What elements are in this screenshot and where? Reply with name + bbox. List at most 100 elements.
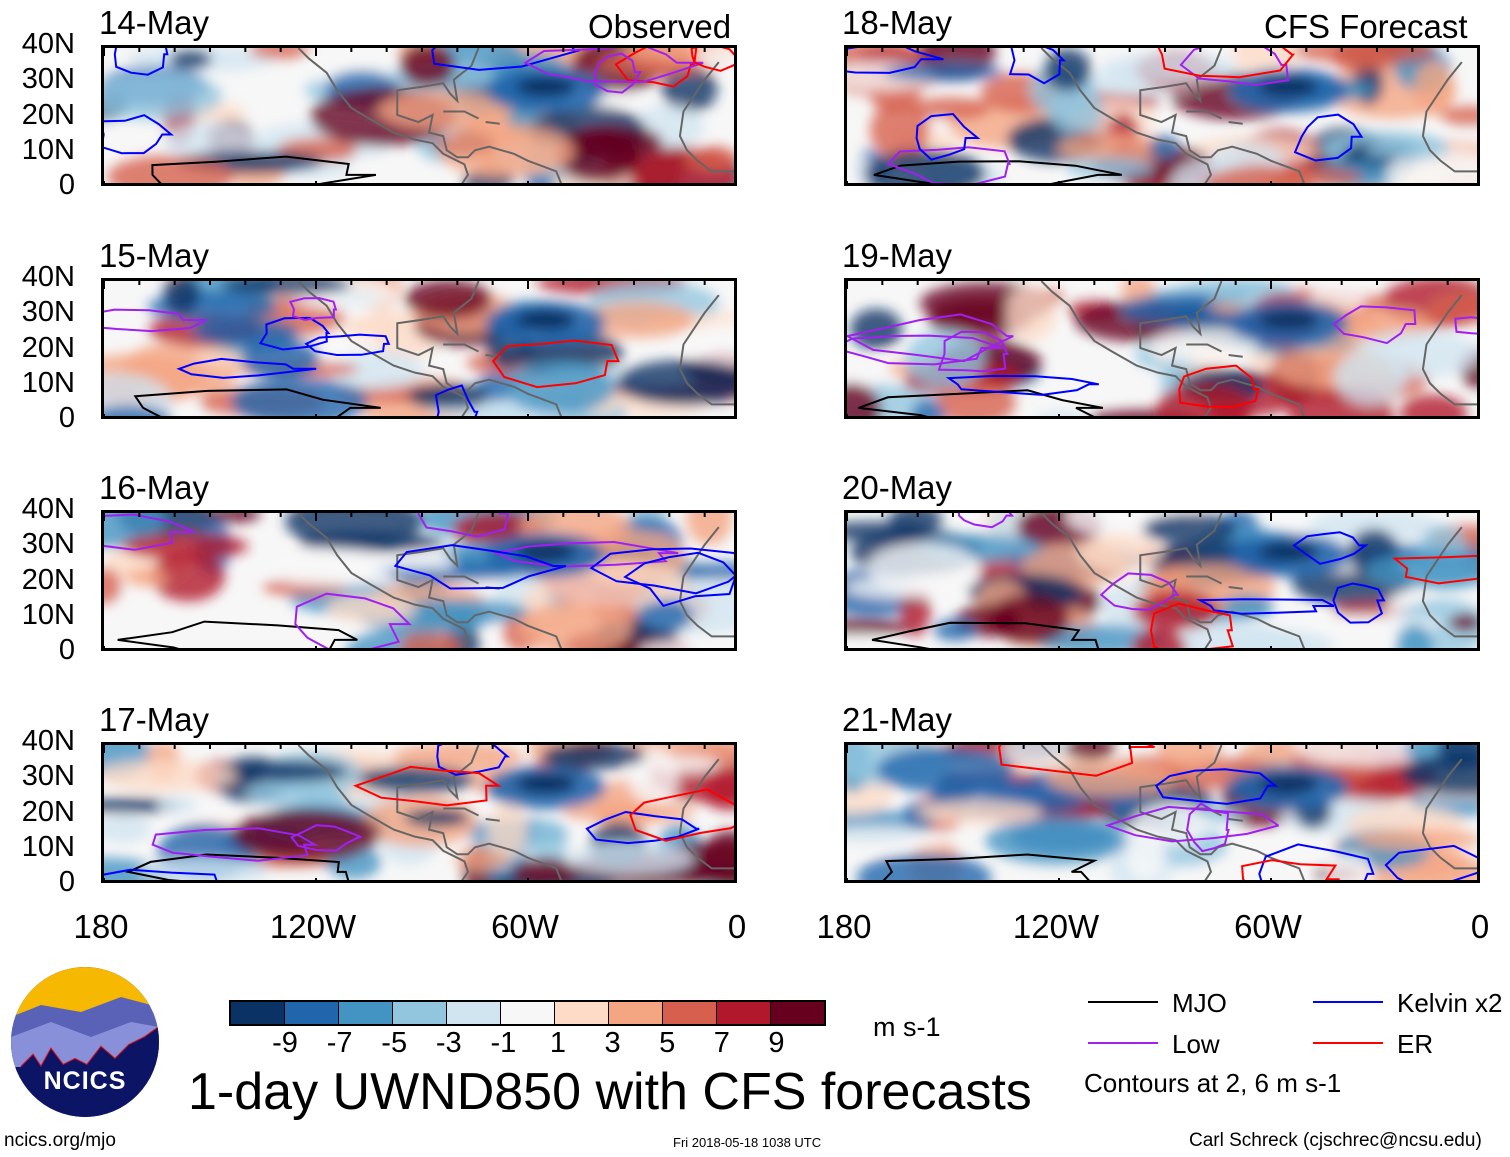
- lon-tick-label: 60W: [491, 908, 559, 945]
- wind-anomaly-patch: [1400, 394, 1468, 416]
- wind-anomaly-patch: [515, 773, 576, 794]
- map-panel: [844, 742, 1480, 883]
- colorbar-swatch: [231, 1002, 285, 1024]
- wave-contour: [945, 374, 1099, 396]
- coastline: [678, 758, 734, 870]
- wind-anomaly-patch: [1258, 309, 1319, 330]
- wind-anomaly-patch: [661, 64, 718, 113]
- wind-anomaly-patch: [266, 547, 393, 588]
- figure-title: 1-day UWND850 with CFS forecasts: [188, 1063, 1032, 1121]
- wind-anomaly-patch: [847, 826, 946, 851]
- wind-anomaly-patch: [140, 857, 269, 880]
- colorbar-label: 5: [659, 1027, 676, 1059]
- wave-contour: [431, 48, 581, 71]
- wave-contour: [290, 824, 362, 852]
- wind-anomaly-patch: [517, 601, 632, 648]
- wave-contour: [1384, 844, 1477, 880]
- wind-anomaly-patch: [583, 301, 695, 339]
- lon-tick-label: 180: [816, 908, 872, 945]
- wind-anomaly-patch: [122, 532, 249, 561]
- wave-contour: [1179, 48, 1290, 87]
- wave-contour: [151, 827, 319, 862]
- wave-contour: [523, 48, 704, 83]
- wind-anomaly-patch: [627, 746, 679, 805]
- wave-contour: [417, 513, 510, 538]
- panel-date: 16-May: [99, 469, 210, 506]
- lat-tick-label: 20N: [21, 331, 75, 364]
- colorbar-label: 1: [549, 1027, 567, 1059]
- lat-tick-label: 30N: [21, 63, 75, 96]
- wind-anomaly-patch: [163, 281, 201, 313]
- wave-contour: [1332, 305, 1417, 345]
- wind-anomaly-patch: [1005, 286, 1057, 341]
- coastline: [443, 110, 479, 120]
- colorbar-label: -7: [326, 1027, 353, 1059]
- wind-anomaly-patch: [1437, 745, 1477, 767]
- wind-anomaly-patch: [1355, 829, 1477, 850]
- wind-anomaly-patch: [104, 373, 173, 416]
- mjo-contour: [133, 388, 381, 416]
- wave-contour: [1332, 582, 1386, 624]
- wave-contour: [614, 48, 698, 88]
- wave-contour: [492, 540, 679, 568]
- wind-anomaly-patch: [1413, 60, 1455, 116]
- ncics-logo: NCICS: [11, 967, 159, 1117]
- lat-tick-label: 20N: [21, 795, 75, 828]
- wind-anomaly-patch: [1258, 773, 1319, 794]
- panel-date: 17-May: [99, 701, 210, 738]
- wind-anomaly-patch: [1222, 629, 1335, 648]
- wave-contour: [629, 788, 734, 842]
- coastline: [1421, 758, 1477, 870]
- wave-contour: [937, 330, 1009, 373]
- lat-tick-label: 30N: [21, 528, 75, 561]
- legend-label: MJO: [1172, 988, 1227, 1018]
- wind-anomaly-patch: [1448, 613, 1477, 632]
- mjo-contour: [871, 621, 1100, 648]
- wind-anomaly-patch: [682, 321, 734, 367]
- wind-anomaly-patch: [104, 513, 165, 549]
- wind-anomaly-patch: [404, 281, 492, 319]
- coastline: [1186, 110, 1222, 120]
- colorbar-swatch: [663, 1002, 717, 1024]
- wind-anomaly-patch: [1204, 165, 1313, 183]
- lat-tick-label: 40N: [21, 725, 75, 757]
- wave-contour: [847, 334, 1003, 366]
- wave-contour: [1154, 768, 1279, 805]
- wind-anomaly-patch: [935, 380, 1016, 416]
- wave-contour: [1104, 805, 1279, 843]
- legend-line: [1313, 1042, 1383, 1044]
- wave-contour: [915, 112, 981, 161]
- wind-anomaly-patch: [911, 97, 991, 120]
- wave-contour: [491, 339, 620, 389]
- wave-contour: [258, 316, 331, 351]
- legend-line: [1088, 1001, 1158, 1003]
- mjo-contour: [117, 620, 358, 648]
- coastline: [1228, 121, 1243, 125]
- wind-anomaly-patch: [1157, 745, 1222, 771]
- coastline: [297, 281, 470, 416]
- wind-anomaly-patch: [399, 48, 456, 87]
- wave-contour: [1258, 843, 1375, 880]
- colorbar-swatch: [609, 1002, 663, 1024]
- wave-contour: [104, 513, 195, 551]
- coastline: [396, 513, 563, 648]
- lat-tick-label: 20N: [21, 563, 75, 596]
- colorbar-units: m s-1: [873, 1012, 941, 1042]
- wave-contour: [353, 765, 502, 807]
- wind-anomaly-patch: [1333, 350, 1407, 405]
- wind-anomaly-patch: [639, 638, 734, 648]
- coastline: [1139, 281, 1306, 416]
- wave-contour: [585, 810, 700, 845]
- wind-anomaly-patch: [511, 857, 579, 880]
- wind-anomaly-patch: [1430, 292, 1477, 323]
- wind-anomaly-patch: [515, 76, 576, 97]
- legend-label: ER: [1397, 1029, 1434, 1059]
- contour-note: Contours at 2, 6 m s-1: [1084, 1068, 1342, 1098]
- wave-contour: [436, 745, 511, 776]
- wave-contour: [104, 114, 174, 155]
- coastline: [396, 48, 563, 183]
- panel-date: 20-May: [842, 469, 953, 506]
- wave-contour: [594, 52, 642, 94]
- colorbar-swatch: [339, 1002, 393, 1024]
- lon-tick-label: 120W: [1012, 908, 1100, 945]
